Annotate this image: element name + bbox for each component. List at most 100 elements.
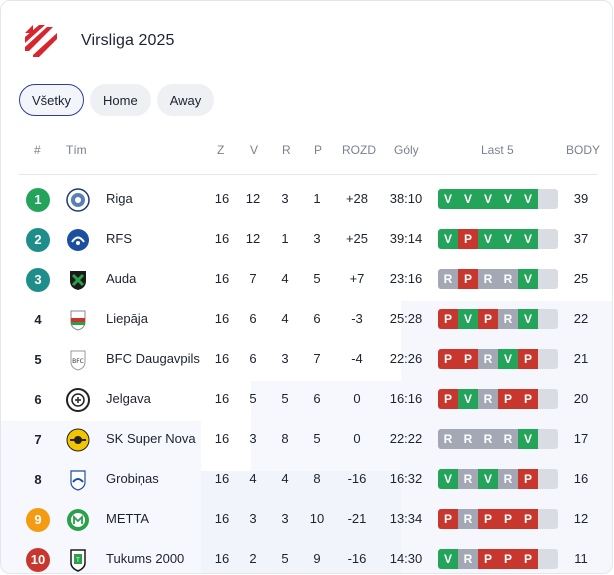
- played-cell: 16: [214, 351, 230, 366]
- rank-badge: 7: [34, 432, 42, 447]
- form-result-badge: R: [478, 389, 498, 409]
- form-result-badge: V: [498, 229, 518, 249]
- metta-crest-icon: [67, 509, 89, 531]
- points-cell: 16: [573, 471, 589, 486]
- diff-cell: +28: [345, 191, 369, 206]
- form-result-badge: P: [498, 549, 518, 569]
- won-cell: 12: [245, 231, 261, 246]
- rank-badge: 8: [34, 472, 42, 487]
- team-name[interactable]: METTA: [106, 511, 150, 526]
- col-lost: P: [314, 143, 323, 157]
- goals-cell: 14:30: [389, 551, 423, 566]
- form-result-badge: V: [438, 229, 458, 249]
- points-cell: 37: [573, 231, 589, 246]
- team-name[interactable]: BFC Daugavpils: [106, 351, 200, 366]
- lost-cell: 8: [313, 471, 321, 486]
- lost-cell: 6: [313, 391, 321, 406]
- team-name[interactable]: Riga: [106, 191, 133, 206]
- table-row[interactable]: 5 BFC BFC Daugavpils 16 6 3 7 -4 22:26 21 P P R V P: [19, 339, 597, 379]
- form-result-badge: R: [478, 269, 498, 289]
- team-name[interactable]: RFS: [106, 231, 132, 246]
- form-result-badge: V: [518, 189, 538, 209]
- col-points: BODY: [566, 143, 601, 157]
- background-decoration: [201, 471, 401, 573]
- goals-cell: 39:14: [389, 231, 423, 246]
- drawn-cell: 3: [281, 351, 289, 366]
- team-name[interactable]: SK Super Nova: [106, 431, 196, 446]
- diff-cell: 0: [353, 431, 361, 446]
- form-result-badge: V: [518, 269, 538, 289]
- lost-cell: 10: [309, 511, 325, 526]
- auda-crest-icon: [70, 271, 86, 290]
- rank-badge: 5: [34, 352, 42, 367]
- table-header: # Tím Z V R P ROZD Góly Last 5 BODY: [19, 141, 601, 161]
- table-row[interactable]: 8 Grobiņas 16 4 4 8 -16 16:32 16 V R V R P: [19, 459, 597, 499]
- played-cell: 16: [214, 271, 230, 286]
- form-result-badge: P: [478, 549, 498, 569]
- table-row[interactable]: 3 Auda 16 7 4 5 +7 23:16 25 R P R R V: [19, 259, 597, 299]
- goals-cell: 38:10: [389, 191, 423, 206]
- tab-home[interactable]: Home: [90, 84, 151, 116]
- goals-cell: 22:22: [389, 431, 423, 446]
- col-played: Z: [217, 143, 225, 157]
- table-row[interactable]: 6 Jelgava 16 5 5 6 0 16:16 20 P V R P P: [19, 379, 597, 419]
- team-name[interactable]: Auda: [106, 271, 137, 286]
- form-result-badge: V: [498, 349, 518, 369]
- table-row[interactable]: 7 SK Super Nova 16 3 8 5 0 22:22 17 R R R R V: [19, 419, 597, 459]
- team-name[interactable]: Tukums 2000: [106, 551, 185, 566]
- team-name[interactable]: Liepāja: [106, 311, 148, 326]
- played-cell: 16: [214, 391, 230, 406]
- form-next-slot: [538, 189, 558, 209]
- points-cell: 22: [573, 311, 589, 326]
- drawn-cell: 4: [281, 311, 289, 326]
- form-result-badge: R: [478, 349, 498, 369]
- points-cell: 25: [573, 271, 589, 286]
- form-result-badge: R: [458, 469, 478, 489]
- rfs-crest-icon: [67, 229, 89, 251]
- form-result-badge: V: [478, 469, 498, 489]
- team-name[interactable]: Jelgava: [106, 391, 151, 406]
- tab-away[interactable]: Away: [156, 84, 215, 116]
- form-next-slot: [538, 349, 558, 369]
- table-row[interactable]: 1 Riga 16 12 3 1 +28 38:10 39 V V V V V: [19, 179, 597, 219]
- super-nova-crest-icon: [66, 428, 90, 452]
- rank-badge: 3: [26, 268, 50, 292]
- form-result-badge: V: [478, 229, 498, 249]
- drawn-cell: 5: [281, 391, 289, 406]
- col-goals: Góly: [394, 143, 419, 157]
- table-row[interactable]: 9 METTA 16 3 3 10 -21 13:34 12 P R P P P: [19, 499, 597, 539]
- form-result-badge: P: [458, 229, 478, 249]
- goals-cell: 16:32: [389, 471, 423, 486]
- lost-cell: 5: [313, 431, 321, 446]
- lost-cell: 9: [313, 551, 321, 566]
- grobinas-crest-icon: [70, 470, 86, 491]
- lost-cell: 3: [313, 231, 321, 246]
- drawn-cell: 8: [281, 431, 289, 446]
- table-row[interactable]: 2 RFS 16 12 1 3 +25 39:14 37 V P V V V: [19, 219, 597, 259]
- form-result-badge: R: [438, 429, 458, 449]
- header-divider: [19, 174, 597, 175]
- svg-text:BFC: BFC: [72, 358, 84, 365]
- team-name[interactable]: Grobiņas: [106, 471, 159, 486]
- won-cell: 12: [245, 191, 261, 206]
- played-cell: 16: [214, 511, 230, 526]
- form-result-badge: R: [498, 429, 518, 449]
- form-next-slot: [538, 509, 558, 529]
- tab-all[interactable]: Všetky: [19, 84, 85, 116]
- form-result-badge: R: [498, 269, 518, 289]
- form-result-badge: R: [458, 549, 478, 569]
- table-row[interactable]: 4 Liepāja 16 6 4 6 -3 25:28 22 P V P R V: [19, 299, 597, 339]
- table-row[interactable]: 10 T Tukums 2000 16 2 5 9 -16 14:30 11 V R P P P: [19, 539, 597, 573]
- diff-cell: -16: [347, 551, 367, 566]
- drawn-cell: 4: [281, 471, 289, 486]
- played-cell: 16: [214, 471, 230, 486]
- form-result-badge: V: [518, 309, 538, 329]
- goals-cell: 25:28: [389, 311, 423, 326]
- drawn-cell: 5: [281, 551, 289, 566]
